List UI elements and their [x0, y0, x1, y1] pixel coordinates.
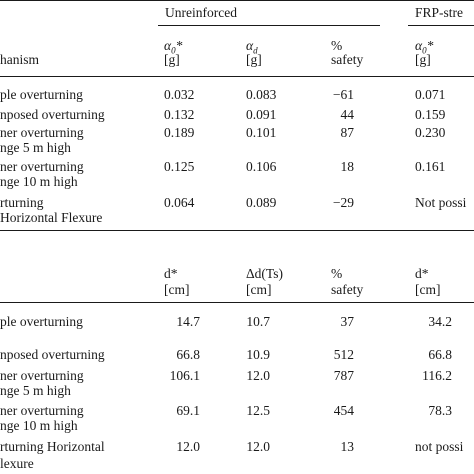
header-dstar-frp-unit: [cm]: [415, 282, 441, 297]
dstar-value: 12.0: [176, 439, 200, 454]
mechanism-label: ple overturning: [0, 314, 83, 329]
header-ddts: Δd(Ts): [246, 266, 283, 281]
header-alpha0-frp: α0*: [415, 38, 434, 56]
alphad-value: 0.106: [246, 159, 277, 174]
mechanism-label: nposed overturning: [0, 347, 105, 362]
safety-value: 44: [340, 107, 355, 122]
safety-value: 37: [340, 314, 355, 329]
group-header-unreinforced: Unreinforced: [165, 5, 237, 20]
frp-value: 0.230: [415, 125, 446, 140]
mechanism-label: ple overturning: [0, 87, 83, 102]
header-percent-bottom: %: [331, 266, 343, 281]
mechanism-label: nposed overturning: [0, 107, 105, 122]
header-rule-top: [0, 76, 474, 77]
header-safety-bottom: safety: [331, 282, 364, 297]
header-alpha0: α0*: [164, 38, 183, 56]
frp-value: 34.2: [428, 314, 452, 329]
header-alphad: αd: [246, 38, 258, 56]
mechanism-label-line2: Horizontal Flexure: [0, 210, 103, 225]
alpha0-value: 0.125: [164, 159, 195, 174]
mechanism-label-line2: nge 5 m high: [0, 383, 71, 398]
mechanism-label: ner overturning: [0, 403, 84, 418]
mechanism-label-line2: nge 10 m high: [0, 174, 78, 189]
alpha0-value: 0.032: [164, 87, 195, 102]
top-rule: [0, 0, 474, 1]
safety-value: 512: [333, 347, 354, 362]
header-rule-bottom: [0, 302, 474, 303]
dstar-value: 66.8: [176, 347, 200, 362]
safety-value: −61: [332, 87, 354, 102]
mechanism-label: rturning Horizontal: [0, 439, 105, 454]
ddts-value: 10.7: [246, 314, 270, 329]
frp-value: 116.2: [422, 368, 452, 383]
frp-value: Not possi: [415, 195, 467, 210]
mechanism-label: ner overturning: [0, 159, 84, 174]
group-header-frp: FRP-stre: [415, 5, 464, 20]
ddts-value: 12.0: [246, 368, 270, 383]
safety-value: 13: [340, 439, 355, 454]
dstar-value: 106.1: [169, 368, 200, 383]
frp-value: 66.8: [428, 347, 452, 362]
frp-value: 0.071: [415, 87, 446, 102]
section-rule: [0, 230, 474, 231]
header-dstar: d*: [164, 266, 178, 281]
group-rule-frp: [408, 25, 474, 26]
alphad-value: 0.083: [246, 87, 277, 102]
safety-value: 18: [340, 159, 355, 174]
header-alphad-unit: [g]: [246, 52, 262, 67]
safety-value: 454: [333, 403, 354, 418]
mechanism-label: ner overturning: [0, 368, 84, 383]
header-dstar-frp: d*: [415, 266, 429, 281]
ddts-value: 12.5: [246, 403, 270, 418]
safety-value: 87: [340, 125, 355, 140]
mechanism-label-line2: lexure: [0, 456, 34, 471]
alphad-value: 0.089: [246, 195, 277, 210]
group-rule-unreinforced: [158, 25, 380, 26]
dstar-value: 14.7: [176, 314, 200, 329]
header-alpha0-frp-unit: [g]: [415, 52, 431, 67]
header-safety: safety: [331, 52, 364, 67]
mechanism-label-line2: nge 5 m high: [0, 140, 71, 155]
safety-value: 787: [333, 368, 354, 383]
mechanism-label: ner overturning: [0, 125, 84, 140]
alphad-value: 0.101: [246, 125, 277, 140]
ddts-value: 10.9: [246, 347, 270, 362]
header-percent: %: [331, 38, 343, 53]
mechanism-label: rturning: [0, 195, 44, 210]
frp-value: not possi: [415, 439, 464, 454]
dstar-value: 69.1: [176, 403, 200, 418]
header-ddts-unit: [cm]: [246, 282, 272, 297]
safety-value: −29: [332, 195, 354, 210]
frp-value: 0.161: [415, 159, 446, 174]
frp-value: 0.159: [415, 107, 446, 122]
alpha0-value: 0.064: [164, 195, 195, 210]
frp-value: 78.3: [428, 403, 452, 418]
alpha0-value: 0.132: [164, 107, 195, 122]
header-mechanism: hanism: [0, 52, 39, 67]
ddts-value: 12.0: [246, 439, 270, 454]
header-alpha0-unit: [g]: [164, 52, 180, 67]
alpha0-value: 0.189: [164, 125, 195, 140]
header-dstar-unit: [cm]: [164, 282, 190, 297]
mechanism-label-line2: nge 10 m high: [0, 418, 78, 433]
alphad-value: 0.091: [246, 107, 277, 122]
